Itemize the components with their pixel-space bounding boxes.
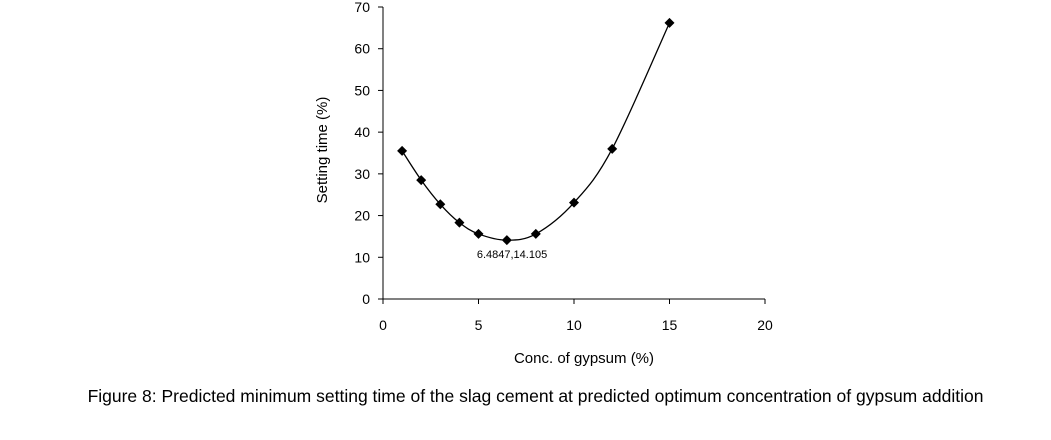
y-tick-label: 20 — [354, 208, 370, 224]
labels: Conc. of gypsum (%) Setting time (%) 6.484… — [314, 97, 654, 367]
figure-caption: Figure 8: Predicted minimum setting time… — [87, 386, 984, 406]
x-tick-label: 10 — [566, 317, 582, 333]
y-tick-label: 50 — [354, 82, 370, 98]
data-point-marker — [501, 235, 512, 246]
x-axis-title: Conc. of gypsum (%) — [514, 350, 654, 367]
data-point-marker — [397, 145, 408, 156]
y-axis-title: Setting time (%) — [314, 97, 331, 204]
x-tick-label: 20 — [757, 317, 773, 333]
y-tick-label: 60 — [354, 41, 370, 57]
y-tick-label: 30 — [354, 166, 370, 182]
data-point-marker — [473, 228, 484, 239]
data-point-marker — [454, 217, 465, 228]
axes: 0 10 20 30 40 50 60 70 0 5 10 15 20 — [354, 0, 773, 333]
x-tick-label: 15 — [662, 317, 678, 333]
data-markers — [397, 17, 675, 246]
y-tick-label: 40 — [354, 124, 370, 140]
data-point-marker — [664, 17, 675, 28]
minimum-point-label: 6.4847,14.105 — [477, 249, 547, 261]
x-tick-label: 5 — [475, 317, 483, 333]
fitted-curve-layer — [401, 22, 671, 241]
y-tick-label: 10 — [354, 249, 370, 265]
data-point-marker — [607, 143, 618, 154]
data-point-marker — [530, 228, 541, 239]
data-point-marker — [435, 199, 446, 210]
setting-time-chart: 0 10 20 30 40 50 60 70 0 5 10 15 20 Conc. of gypsum … — [314, 0, 773, 367]
data-point-marker — [569, 197, 579, 208]
y-tick-label: 70 — [354, 0, 370, 15]
x-tick-label: 0 — [379, 317, 387, 333]
fitted-curve — [401, 22, 671, 241]
data-point-marker — [416, 175, 427, 186]
y-tick-label: 0 — [362, 291, 370, 307]
